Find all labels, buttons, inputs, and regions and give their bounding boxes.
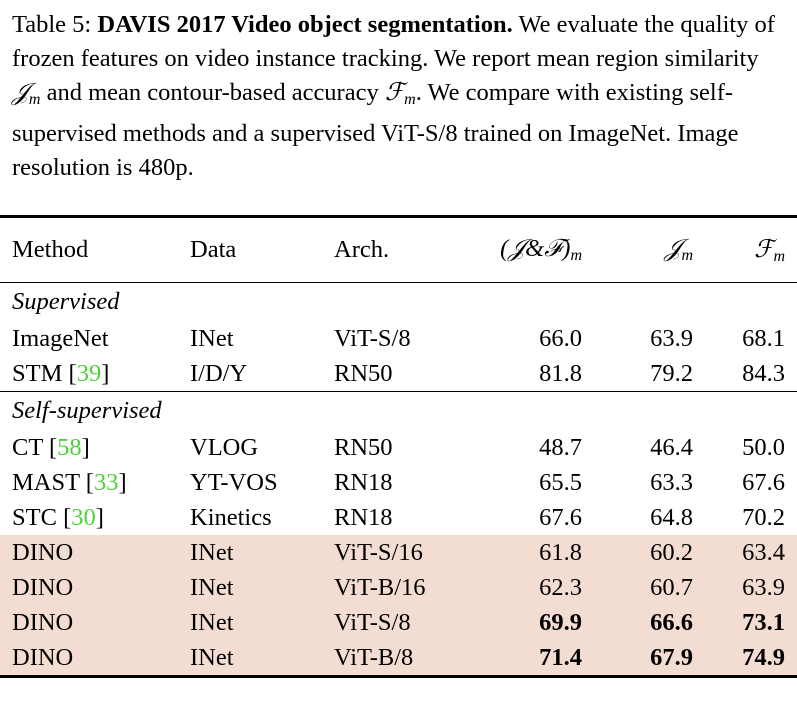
table-header-row: Method Data Arch. (𝒥&ℱ)m 𝒥m ℱm bbox=[0, 215, 797, 283]
caption-label: Table 5: bbox=[12, 11, 92, 38]
arch-cell: RN50 bbox=[334, 433, 393, 461]
method-cell: DINO bbox=[0, 535, 190, 570]
method-cell: DINO bbox=[0, 605, 190, 640]
citation-link[interactable]: 39 bbox=[76, 359, 102, 387]
data-cell: YT-VOS bbox=[190, 468, 278, 496]
table-row: MAST [33] YT-VOS RN18 65.5 63.3 67.6 bbox=[0, 465, 797, 500]
jf-score-cell: 48.7 bbox=[539, 433, 582, 461]
f-score-cell: 74.9 bbox=[693, 640, 797, 678]
method-name: CT bbox=[12, 433, 43, 461]
data-cell: VLOG bbox=[190, 433, 259, 461]
f-score-cell: 63.4 bbox=[693, 535, 797, 570]
f-score-cell: 67.6 bbox=[742, 468, 785, 496]
f-score-cell: 84.3 bbox=[742, 359, 785, 387]
method-name: STC bbox=[12, 503, 57, 531]
table-row: DINO INet ViT-S/8 69.9 66.6 73.1 bbox=[0, 605, 797, 640]
method-cell: DINO bbox=[0, 570, 190, 605]
j-score-cell: 46.4 bbox=[650, 433, 693, 461]
method-cell: STM [39] bbox=[12, 359, 110, 387]
arch-cell: RN18 bbox=[334, 503, 393, 531]
table-row: DINO INet ViT-B/8 71.4 67.9 74.9 bbox=[0, 640, 797, 678]
jf-score-cell: 65.5 bbox=[539, 468, 582, 496]
header-jf: (𝒥&ℱ)m bbox=[468, 215, 582, 283]
jf-score-cell: 67.6 bbox=[539, 503, 582, 531]
arch-cell: ViT-S/16 bbox=[334, 535, 468, 570]
arch-cell: RN18 bbox=[334, 468, 393, 496]
data-cell: Kinetics bbox=[190, 503, 272, 531]
j-score-cell: 67.9 bbox=[582, 640, 693, 678]
table-row: DINO INet ViT-B/16 62.3 60.7 63.9 bbox=[0, 570, 797, 605]
arch-cell: RN50 bbox=[334, 359, 393, 387]
f-score-cell: 68.1 bbox=[742, 324, 785, 352]
caption-symbol-j: 𝒥m bbox=[12, 79, 41, 108]
header-method: Method bbox=[0, 215, 190, 283]
citation-link[interactable]: 30 bbox=[71, 503, 96, 531]
citation-link[interactable]: 33 bbox=[93, 468, 119, 496]
jf-score-cell: 69.9 bbox=[468, 605, 582, 640]
table-row: CT [58] VLOG RN50 48.7 46.4 50.0 bbox=[0, 430, 797, 465]
header-j: 𝒥m bbox=[582, 215, 693, 283]
table-row: STM [39] I/D/Y RN50 81.8 79.2 84.3 bbox=[0, 356, 797, 392]
method-name: DINO bbox=[12, 573, 74, 601]
caption-text-b: and mean contour-based accuracy bbox=[46, 79, 379, 106]
jf-score-cell: 61.8 bbox=[468, 535, 582, 570]
arch-cell: ViT-S/8 bbox=[334, 605, 468, 640]
method-name: DINO bbox=[12, 643, 74, 671]
results-table-container: Method Data Arch. (𝒥&ℱ)m 𝒥m ℱm Supervise… bbox=[0, 215, 797, 678]
f-score-cell: 63.9 bbox=[693, 570, 797, 605]
data-cell: I/D/Y bbox=[190, 359, 248, 387]
f-score-cell: 73.1 bbox=[693, 605, 797, 640]
results-table: Method Data Arch. (𝒥&ℱ)m 𝒥m ℱm Supervise… bbox=[0, 215, 797, 678]
arch-cell: ViT-B/8 bbox=[334, 640, 468, 678]
caption-symbol-f: ℱm bbox=[384, 79, 416, 108]
group-row-supervised: Supervised bbox=[0, 282, 797, 321]
header-f: ℱm bbox=[693, 215, 797, 283]
method-cell: STC [30] bbox=[12, 503, 104, 531]
table-row: ImageNet INet ViT-S/8 66.0 63.9 68.1 bbox=[0, 321, 797, 356]
jf-score-cell: 62.3 bbox=[468, 570, 582, 605]
header-arch: Arch. bbox=[334, 215, 468, 283]
arch-cell: ViT-B/16 bbox=[334, 570, 468, 605]
caption-title: DAVIS 2017 Video object segmentation. bbox=[97, 11, 513, 38]
method-name: DINO bbox=[12, 538, 74, 566]
j-score-cell: 63.9 bbox=[650, 324, 693, 352]
method-cell: CT [58] bbox=[12, 433, 90, 461]
method-name: MAST bbox=[12, 468, 80, 496]
data-cell: INet bbox=[190, 324, 234, 352]
jf-score-cell: 81.8 bbox=[539, 359, 582, 387]
method-name: DINO bbox=[12, 608, 74, 636]
table-row: STC [30] Kinetics RN18 67.6 64.8 70.2 bbox=[0, 500, 797, 535]
method-name: STM bbox=[12, 359, 63, 387]
table-row: DINO INet ViT-S/16 61.8 60.2 63.4 bbox=[0, 535, 797, 570]
f-score-cell: 70.2 bbox=[742, 503, 785, 531]
method-name: ImageNet bbox=[12, 324, 109, 352]
group-label-self-supervised: Self-supervised bbox=[0, 391, 797, 430]
data-cell: INet bbox=[190, 605, 334, 640]
j-score-cell: 66.6 bbox=[582, 605, 693, 640]
j-score-cell: 63.3 bbox=[650, 468, 693, 496]
f-score-cell: 50.0 bbox=[742, 433, 785, 461]
table-caption: Table 5: DAVIS 2017 Video object segment… bbox=[12, 11, 775, 181]
j-score-cell: 60.7 bbox=[582, 570, 693, 605]
data-cell: INet bbox=[190, 535, 334, 570]
method-cell: ImageNet bbox=[0, 321, 190, 356]
arch-cell: ViT-S/8 bbox=[334, 324, 411, 352]
group-label-supervised: Supervised bbox=[0, 282, 797, 321]
jf-score-cell: 66.0 bbox=[539, 324, 582, 352]
header-data: Data bbox=[190, 215, 334, 283]
caption-text-c: We compare with existing self-supervised… bbox=[12, 79, 739, 181]
j-score-cell: 64.8 bbox=[650, 503, 693, 531]
j-score-cell: 60.2 bbox=[582, 535, 693, 570]
method-cell: DINO bbox=[0, 640, 190, 678]
data-cell: INet bbox=[190, 640, 334, 678]
method-cell: MAST [33] bbox=[12, 468, 127, 496]
j-score-cell: 79.2 bbox=[650, 359, 693, 387]
jf-score-cell: 71.4 bbox=[468, 640, 582, 678]
group-row-self-supervised: Self-supervised bbox=[0, 391, 797, 430]
citation-link[interactable]: 58 bbox=[57, 433, 82, 461]
data-cell: INet bbox=[190, 570, 334, 605]
caption-text-a: We evaluate the quality of frozen featur… bbox=[12, 11, 775, 72]
